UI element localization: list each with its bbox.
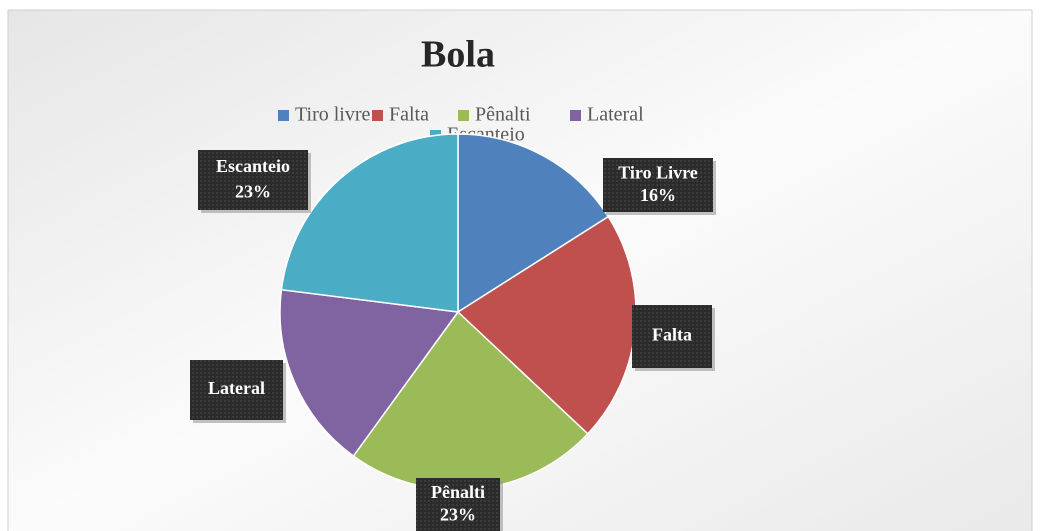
legend-label: Pênalti	[475, 104, 531, 126]
pie-slice	[280, 133, 459, 313]
label-name: Lateral	[208, 378, 265, 398]
label-value: 23%	[440, 504, 476, 524]
label-box	[416, 478, 500, 531]
legend-swatch	[372, 110, 383, 121]
label-name: Escanteio	[216, 156, 290, 176]
label-name: Pênalti	[431, 482, 485, 502]
label-box	[632, 305, 712, 368]
legend-label: Tiro livre	[295, 104, 371, 126]
label-name: Tiro Livre	[618, 162, 698, 182]
legend-swatch	[278, 110, 289, 121]
legend-swatch	[570, 110, 581, 121]
label-name: Falta	[652, 325, 692, 345]
label-box	[198, 150, 308, 210]
pie-slice	[279, 288, 460, 458]
chart-title: Bola	[421, 34, 495, 76]
label-box	[190, 360, 283, 420]
label-value: 23%	[235, 181, 271, 201]
legend-label: Falta	[389, 104, 429, 126]
label-box	[603, 158, 713, 212]
legend-label: Lateral	[587, 104, 644, 126]
legend-swatch	[458, 110, 469, 121]
label-value: 16%	[640, 185, 676, 205]
pie-slice	[457, 133, 610, 314]
